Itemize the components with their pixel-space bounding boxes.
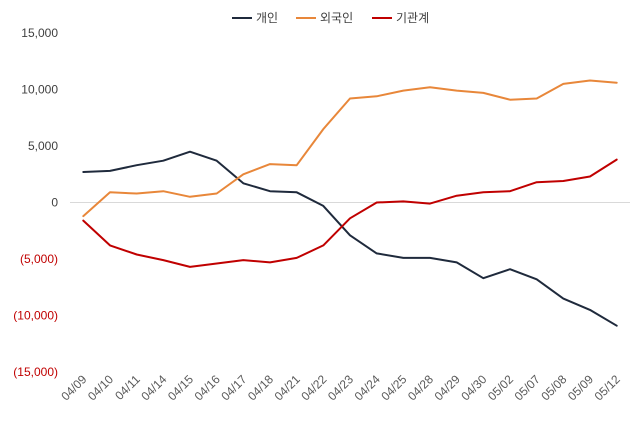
x-tick-label: 04/28: [405, 372, 436, 403]
x-tick-label: 04/23: [325, 372, 356, 403]
x-tick-label: 04/16: [192, 372, 223, 403]
x-tick-label: 05/09: [565, 372, 596, 403]
x-tick-label: 04/21: [272, 372, 303, 403]
y-tick-label: 0: [51, 196, 58, 210]
series-layer: [82, 79, 618, 327]
x-tick-label: 04/18: [245, 372, 276, 403]
x-tick-label: 04/29: [432, 372, 463, 403]
x-tick-label: 05/07: [512, 372, 543, 403]
y-tick-label: (15,000): [13, 365, 58, 379]
legend-label: 기관계: [396, 11, 429, 25]
x-tick-label: 04/14: [138, 372, 169, 403]
x-tick-label: 04/15: [165, 372, 196, 403]
legend-label: 개인: [256, 11, 278, 25]
y-tick-label: 5,000: [28, 139, 58, 153]
x-tick-label: 05/08: [538, 372, 569, 403]
x-tick-label: 05/02: [485, 372, 516, 403]
y-axis: 15,000 10,000 5,000 0 (5,000) (10,000) (15,000…: [13, 26, 58, 379]
series-line-1: [82, 150, 618, 327]
x-tick-label: 04/09: [58, 372, 89, 403]
x-tick-label: 04/25: [378, 372, 409, 403]
y-tick-label: (10,000): [13, 309, 58, 323]
x-tick-label: 04/22: [298, 372, 329, 403]
x-tick-label: 04/24: [352, 372, 383, 403]
y-tick-label: 10,000: [21, 83, 58, 97]
x-axis: 04/0904/1004/1104/1404/1504/1604/1704/18…: [58, 372, 623, 403]
series-line-3: [82, 158, 618, 268]
legend-label: 외국인: [320, 11, 353, 25]
x-tick-label: 04/17: [218, 372, 249, 403]
x-tick-label: 04/10: [85, 372, 116, 403]
x-tick-label: 04/11: [112, 372, 143, 403]
x-tick-label: 05/12: [592, 372, 623, 403]
x-tick-label: 04/30: [458, 372, 489, 403]
y-tick-label: 15,000: [21, 26, 58, 40]
y-tick-label: (5,000): [20, 252, 58, 266]
series-line-2: [82, 79, 618, 218]
legend: 개인 외국인 기관계: [232, 11, 429, 25]
